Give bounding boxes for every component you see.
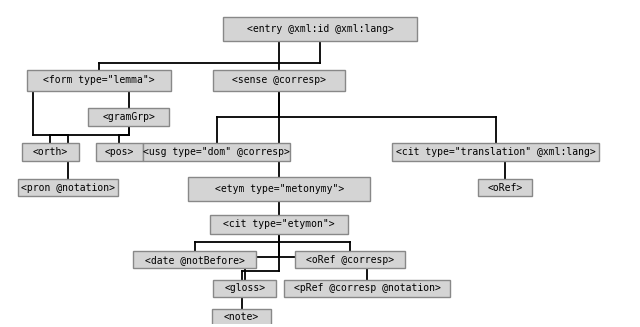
Text: <gramGrp>: <gramGrp> — [102, 112, 155, 122]
FancyBboxPatch shape — [284, 280, 450, 297]
FancyBboxPatch shape — [96, 144, 143, 161]
Text: <entry @xml:id @xml:lang>: <entry @xml:id @xml:lang> — [246, 24, 394, 34]
FancyBboxPatch shape — [211, 215, 348, 234]
FancyBboxPatch shape — [213, 70, 345, 91]
Text: <usg type="dom" @corresp>: <usg type="dom" @corresp> — [143, 147, 290, 157]
Text: <oRef @corresp>: <oRef @corresp> — [306, 255, 394, 265]
Text: <gloss>: <gloss> — [224, 284, 266, 293]
FancyBboxPatch shape — [133, 251, 256, 268]
FancyBboxPatch shape — [18, 179, 118, 196]
FancyBboxPatch shape — [223, 17, 417, 41]
FancyBboxPatch shape — [295, 251, 405, 268]
FancyBboxPatch shape — [212, 308, 271, 326]
FancyBboxPatch shape — [478, 179, 532, 196]
Text: <pron @notation>: <pron @notation> — [21, 182, 115, 193]
Text: <form type="lemma">: <form type="lemma"> — [44, 75, 155, 85]
FancyBboxPatch shape — [213, 280, 276, 297]
FancyBboxPatch shape — [392, 144, 599, 161]
Text: <oRef>: <oRef> — [488, 182, 523, 193]
Text: <cit type="etymon">: <cit type="etymon"> — [223, 219, 335, 229]
Text: <cit type="translation" @xml:lang>: <cit type="translation" @xml:lang> — [396, 147, 595, 157]
Text: <pos>: <pos> — [104, 147, 134, 157]
FancyBboxPatch shape — [27, 70, 172, 91]
FancyBboxPatch shape — [188, 177, 370, 201]
FancyBboxPatch shape — [22, 144, 79, 161]
Text: <sense @corresp>: <sense @corresp> — [232, 75, 326, 85]
FancyBboxPatch shape — [143, 144, 290, 161]
Text: <note>: <note> — [224, 312, 259, 322]
FancyBboxPatch shape — [88, 108, 170, 126]
Text: <etym type="metonymy">: <etym type="metonymy"> — [214, 184, 344, 194]
Text: <orth>: <orth> — [33, 147, 68, 157]
Text: <date @notBefore>: <date @notBefore> — [145, 255, 244, 265]
Text: <pRef @corresp @notation>: <pRef @corresp @notation> — [294, 284, 440, 293]
